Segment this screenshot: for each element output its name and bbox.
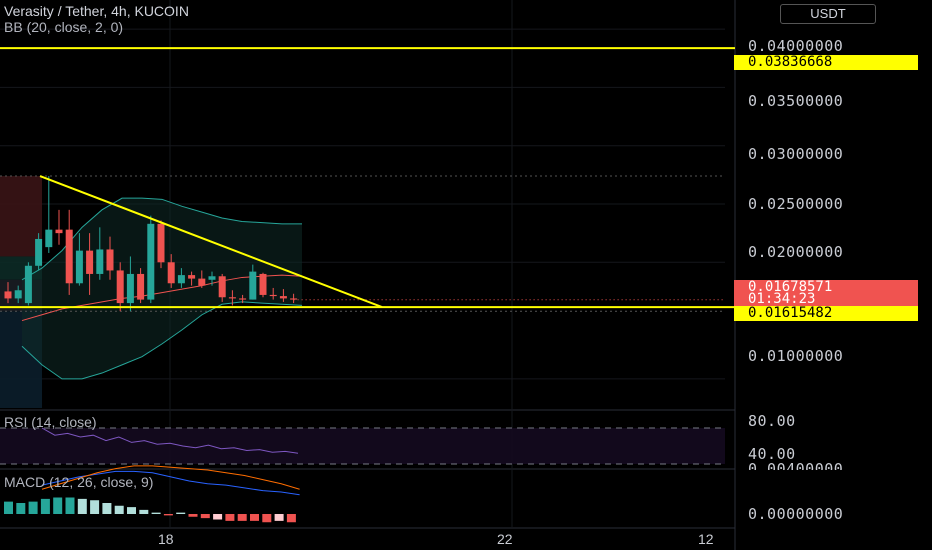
macd-histogram-bar [225,514,235,521]
macd-histogram-bar [28,501,38,514]
price-axis-label: 0.01000000 [748,347,844,365]
candle-body [259,273,267,295]
macd-histogram-bar [139,509,149,514]
rsi-band-fill [0,428,725,464]
rsi-level-label: 80.00 [748,412,796,430]
macd-histogram-bar [163,514,173,516]
macd-histogram-bar [262,514,272,523]
macd-histogram-bar [114,505,124,514]
candle-body [14,290,22,299]
macd-histogram-bar [151,512,161,514]
last-price-tag: 0.01678571 [734,280,918,295]
candle-body [239,298,247,300]
candle-body [188,275,196,279]
macd-histogram-bar [16,503,26,514]
candle-body [290,298,298,300]
macd-histogram-bar [102,503,112,514]
price-axis-label: 0.03500000 [748,92,844,110]
candle-body [45,229,53,248]
macd-legend[interactable]: MACD (12, 26, close, 9) [4,474,154,490]
currency-button[interactable]: USDT [780,4,876,24]
macd-signal-line [41,465,300,490]
macd-histogram-bar [77,498,87,514]
position-tool-loss-zone [0,176,42,257]
time-axis-label: 18 [158,531,174,547]
candle-body [167,262,175,284]
macd-histogram-bar [200,514,210,519]
macd-histogram-bar [127,507,136,514]
macd-histogram-bar [176,512,186,514]
bar-countdown-tag: 01:34:23 [734,292,918,307]
candle-body [218,276,226,298]
symbol-legend[interactable]: Verasity / Tether, 4h, KUCOIN [4,3,189,19]
rsi-line [41,427,299,454]
time-axis-label: 12 [698,531,714,547]
candle-body [106,249,114,271]
bollinger-lower-band [21,301,303,380]
macd-histogram-bar [286,514,296,523]
lower-line-price-tag: 0.01615482 [734,306,918,321]
price-axis-label: 0.04000000 [748,37,844,55]
candle-body [126,273,134,304]
candle-body [137,273,145,300]
price-axis-label: 0.02000000 [748,243,844,261]
macd-histogram-bar [188,514,198,517]
candle-body [75,250,83,284]
descending-trendline [39,175,383,309]
price-axis-label: 0.03000000 [748,145,844,163]
macd-histogram-bar [40,498,50,514]
bollinger-band-fill [22,198,302,379]
macd-histogram-bar [237,514,247,521]
candle-body [279,296,287,299]
candle-body [269,294,277,297]
price-axis-label: 0.02500000 [748,195,844,213]
candle-body [116,270,124,304]
macd-histogram-bar [274,514,284,521]
time-axis-label: 22 [497,531,513,547]
candle-body [157,223,165,263]
candle-body [177,275,185,284]
candle-body [147,223,155,300]
macd-histogram-bar [53,497,63,514]
macd-histogram-bar [213,514,223,520]
candle-body [86,250,94,274]
rsi-legend[interactable]: RSI (14, close) [4,414,97,430]
macd-histogram-bar [250,514,259,521]
candle-body [249,271,257,300]
candle-body [35,238,43,266]
candle-body [65,229,73,284]
candle-body [55,229,63,234]
candle-body [198,278,206,286]
bb-legend[interactable]: BB (20, close, 2, 0) [4,19,124,35]
candle-body [208,276,216,280]
upper-line-price-tag: 0.03836668 [734,55,918,70]
candle-body [24,265,32,304]
macd-zero-label: 0.00000000 [748,505,844,523]
candle-body [228,297,236,299]
candle-body [96,249,104,274]
macd-histogram-bar [4,501,13,514]
macd-histogram-bar [90,500,100,514]
macd-histogram-bar [65,497,75,514]
rsi-level-label: 40.00 [748,445,796,463]
candle-body [4,291,12,299]
macd-axis-top-label: 0.00400000 [748,460,844,470]
